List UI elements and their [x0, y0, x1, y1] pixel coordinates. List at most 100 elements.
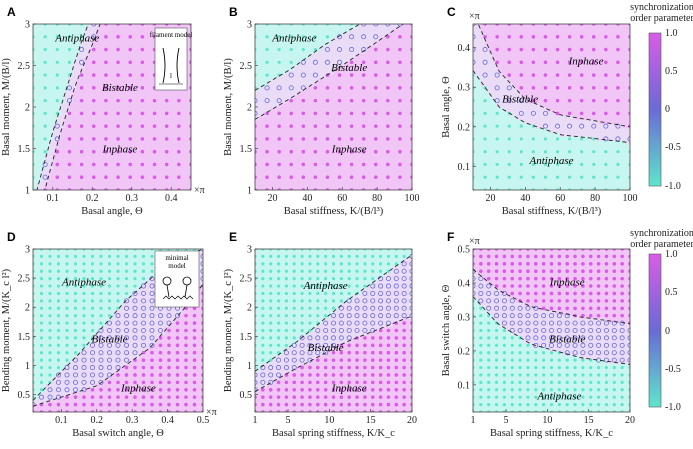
point-inphase — [164, 175, 169, 180]
point-antiphase — [573, 395, 577, 399]
point-antiphase — [555, 137, 560, 141]
point-antiphase — [82, 343, 86, 347]
point-antiphase — [56, 321, 61, 325]
point-antiphase — [316, 284, 320, 288]
point-bistable — [393, 283, 399, 289]
point-bistable — [140, 283, 146, 289]
point-antiphase — [39, 254, 44, 259]
point-antiphase — [483, 111, 487, 115]
region-label-bistable: Bistable — [102, 82, 138, 94]
panel-letter: D — [7, 230, 16, 244]
point-antiphase — [300, 284, 304, 288]
point-inphase — [363, 387, 367, 392]
point-antiphase — [300, 321, 304, 325]
point-inphase — [91, 111, 96, 116]
point-bistable — [64, 379, 70, 385]
point-inphase — [192, 380, 197, 385]
point-inphase — [116, 387, 120, 392]
point-antiphase — [479, 373, 483, 377]
point-inphase — [378, 328, 383, 333]
point-bistable — [401, 261, 407, 267]
point-bistable — [596, 320, 602, 326]
point-bistable — [501, 305, 507, 311]
point-bistable — [149, 290, 155, 296]
plot-frame — [254, 248, 413, 413]
point-antiphase — [402, 254, 406, 259]
point-inphase — [184, 321, 188, 325]
point-inphase — [158, 387, 163, 392]
point-antiphase — [276, 254, 281, 259]
point-inphase — [573, 306, 577, 311]
point-inphase — [99, 402, 103, 407]
point-antiphase — [502, 351, 506, 355]
point-inphase — [410, 149, 412, 154]
bead-right-icon — [182, 276, 192, 286]
point-antiphase — [284, 336, 288, 340]
point-bistable — [556, 327, 562, 333]
point-inphase — [158, 395, 163, 399]
point-bistable — [517, 327, 523, 333]
point-inphase — [410, 402, 412, 407]
y-tick-label: 1.5 — [18, 332, 31, 343]
point-inphase — [628, 24, 630, 26]
point-antiphase — [534, 380, 538, 384]
point-inphase — [255, 149, 257, 154]
point-inphase — [531, 47, 536, 52]
point-inphase — [502, 262, 507, 266]
point-bistable — [501, 313, 507, 319]
point-bistable — [611, 342, 617, 348]
point-antiphase — [347, 262, 351, 266]
point-inphase — [604, 34, 608, 39]
point-inphase — [604, 291, 609, 296]
point-bistable — [482, 72, 488, 78]
point-inphase — [579, 98, 584, 103]
point-antiphase — [48, 306, 52, 310]
point-inphase — [410, 387, 412, 392]
point-antiphase — [542, 373, 546, 377]
boundary-upper — [255, 24, 361, 91]
point-inphase — [628, 284, 630, 288]
point-antiphase — [347, 254, 351, 259]
point-bistable — [330, 327, 336, 333]
data-points — [473, 24, 630, 190]
point-antiphase — [99, 284, 103, 288]
point-inphase — [325, 137, 330, 141]
point-inphase — [184, 365, 188, 370]
point-bistable — [81, 365, 87, 371]
point-inphase — [201, 306, 203, 311]
point-inphase — [596, 249, 601, 251]
point-bistable — [542, 110, 548, 116]
point-inphase — [116, 73, 120, 77]
point-antiphase — [39, 336, 44, 340]
point-inphase — [331, 350, 336, 355]
point-antiphase — [308, 284, 312, 288]
point-inphase — [483, 34, 487, 39]
point-antiphase — [284, 306, 288, 310]
point-inphase — [164, 124, 169, 128]
point-inphase — [140, 149, 145, 154]
point-inphase — [152, 137, 157, 141]
point-antiphase — [581, 402, 585, 407]
point-bistable — [362, 320, 368, 326]
region-label-inphase: Inphase — [331, 144, 367, 156]
point-antiphase — [276, 299, 281, 303]
point-antiphase — [604, 402, 609, 407]
point-inphase — [107, 402, 112, 407]
point-antiphase — [99, 277, 103, 281]
point-inphase — [150, 395, 154, 399]
point-inphase — [373, 162, 378, 167]
point-antiphase — [597, 395, 601, 399]
point-inphase — [588, 262, 593, 266]
point-inphase — [349, 162, 354, 167]
point-bistable — [603, 327, 609, 333]
point-inphase — [104, 98, 108, 103]
y-tick-label: 0.1 — [458, 162, 471, 173]
point-antiphase — [269, 328, 273, 333]
point-antiphase — [308, 269, 312, 273]
point-antiphase — [347, 269, 351, 273]
x-unit-label: ×π — [206, 407, 217, 418]
point-inphase — [579, 60, 584, 65]
point-bistable — [346, 327, 352, 333]
y-tick-label: 2.5 — [240, 61, 253, 72]
point-inphase — [300, 373, 304, 377]
